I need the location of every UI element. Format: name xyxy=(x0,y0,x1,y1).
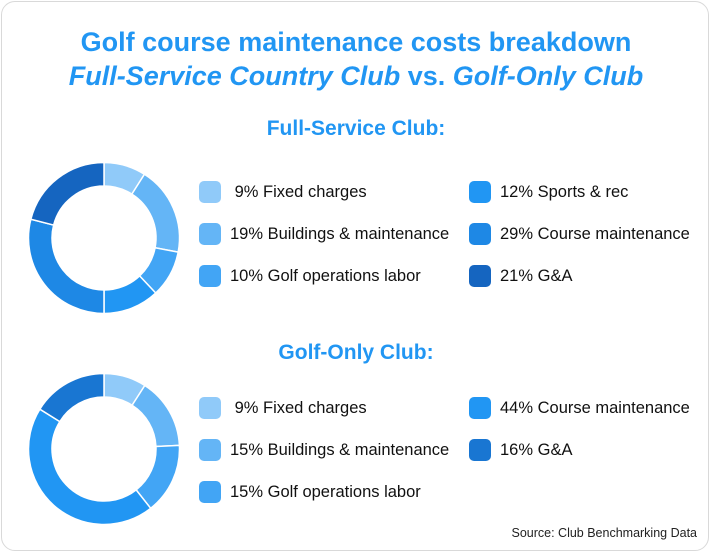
legend-label: 10% Golf operations labor xyxy=(230,266,421,285)
legend-label: 29% Course maintenance xyxy=(500,224,690,243)
subtitle-golf-only: Golf-Only Club xyxy=(452,61,644,91)
legend-label: 19% Buildings & maintenance xyxy=(230,224,450,243)
legend-swatch xyxy=(199,181,221,203)
legend-swatch xyxy=(469,397,491,419)
full-service-legend-item: 9% Fixed charges xyxy=(199,180,367,204)
golf-only-legend-item: 9% Fixed charges xyxy=(199,396,367,420)
full-service-legend-item: 10% Golf operations labor xyxy=(199,264,421,288)
subtitle-vs: vs. xyxy=(400,61,453,91)
golf-only-slice-4 xyxy=(38,372,105,423)
legend-label: 9% Fixed charges xyxy=(230,398,367,417)
legend-label: 12% Sports & rec xyxy=(500,182,629,201)
subtitle-full-service: Full-Service Country Club xyxy=(68,61,401,91)
golf-only-legend-item: 44% Course maintenance xyxy=(469,396,690,420)
full-service-section-title: Full-Service Club: xyxy=(266,117,446,140)
golf-only-slice-3 xyxy=(27,408,152,526)
full-service-legend-item: 21% G&A xyxy=(469,264,572,288)
legend-label: 15% Golf operations labor xyxy=(230,482,421,501)
full-service-legend-item: 19% Buildings & maintenance xyxy=(199,222,449,246)
full-service-slice-5 xyxy=(29,161,105,226)
golf-only-legend-item: 15% Golf operations labor xyxy=(199,480,421,504)
full-service-slice-1 xyxy=(130,173,181,254)
golf-only-legend-item: 15% Buildings & maintenance xyxy=(199,438,449,462)
legend-swatch xyxy=(469,223,491,245)
legend-swatch xyxy=(199,223,221,245)
chart-title: Golf course maintenance costs breakdown xyxy=(80,27,632,57)
source-note: Source: Club Benchmarking Data xyxy=(511,526,697,540)
legend-swatch xyxy=(469,439,491,461)
full-service-legend-item: 12% Sports & rec xyxy=(469,180,628,204)
golf-only-legend-item: 16% G&A xyxy=(469,438,572,462)
legend-label: 44% Course maintenance xyxy=(500,398,690,417)
full-service-donut-chart xyxy=(27,161,181,315)
chart-subtitle: Full-Service Country Club vs. Golf-Only … xyxy=(0,60,712,92)
full-service-slice-4 xyxy=(27,218,105,315)
legend-swatch xyxy=(469,181,491,203)
legend-swatch xyxy=(199,481,221,503)
full-service-legend-item: 29% Course maintenance xyxy=(469,222,690,246)
legend-label: 16% G&A xyxy=(500,440,573,459)
legend-label: 9% Fixed charges xyxy=(230,182,367,201)
legend-swatch xyxy=(469,265,491,287)
legend-swatch xyxy=(199,397,221,419)
legend-swatch xyxy=(199,439,221,461)
legend-swatch xyxy=(199,265,221,287)
legend-label: 21% G&A xyxy=(500,266,573,285)
golf-only-donut-chart xyxy=(27,372,181,526)
golf-only-section-title: Golf-Only Club: xyxy=(278,341,434,364)
golf-only-slice-1 xyxy=(131,384,181,448)
legend-label: 15% Buildings & maintenance xyxy=(230,440,450,459)
